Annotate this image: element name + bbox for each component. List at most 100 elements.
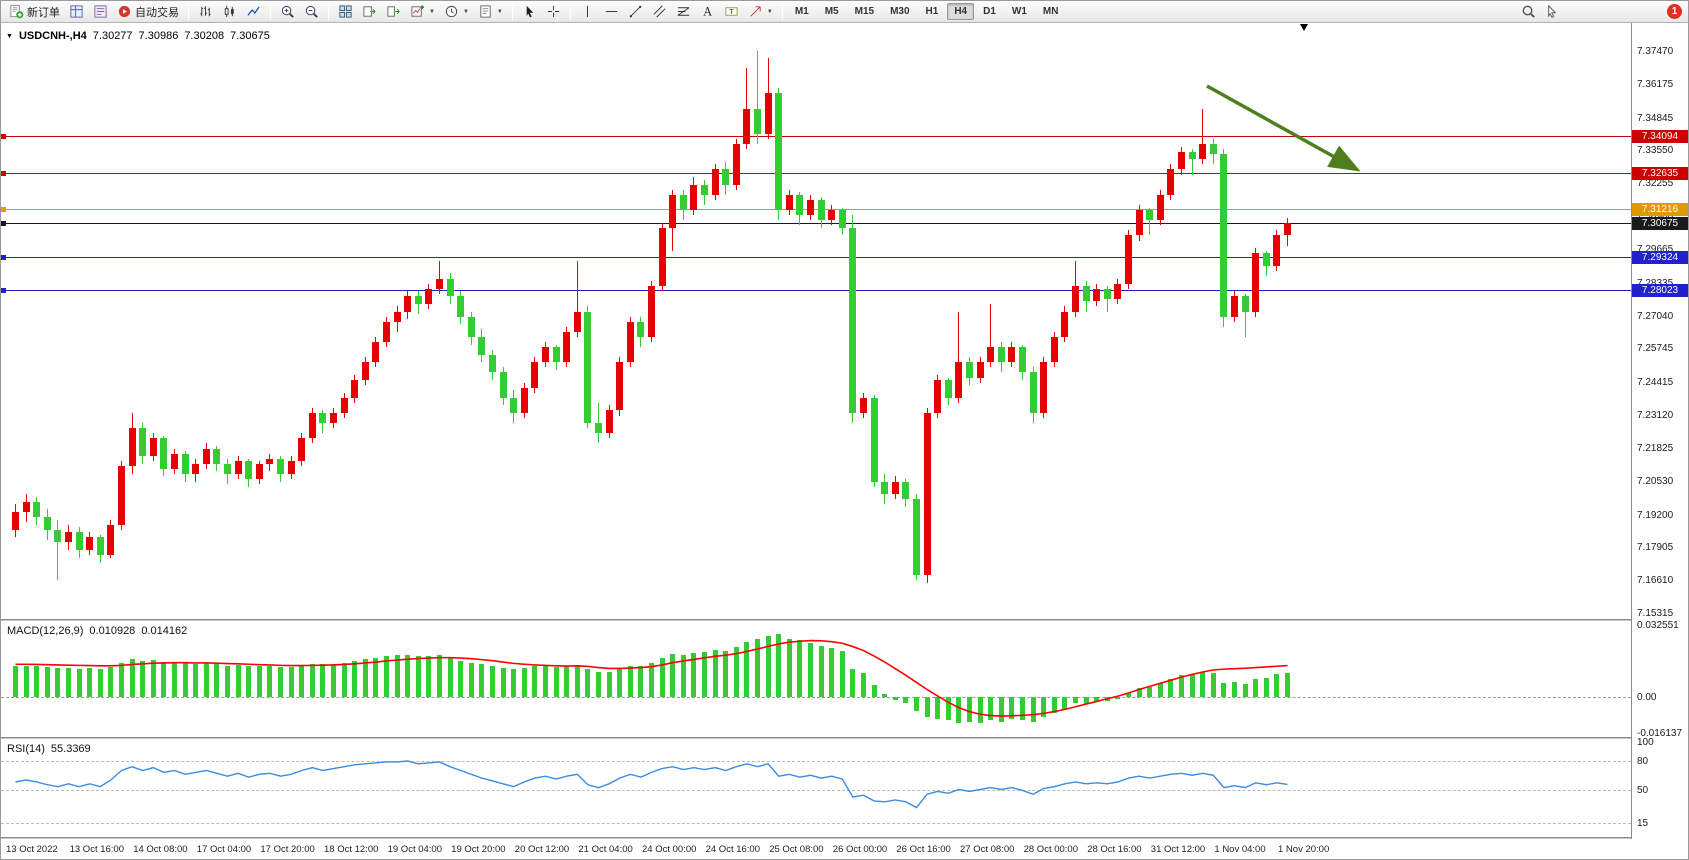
candle-body (1273, 235, 1281, 266)
rsi-value: 55.3369 (50, 743, 91, 755)
macd-bar (309, 663, 315, 697)
horizontal-line-button[interactable] (600, 2, 623, 22)
data-window-button[interactable] (89, 2, 112, 22)
new-order-button[interactable]: 新订单 (5, 2, 64, 22)
macd-bar (574, 664, 580, 697)
line-chart-button[interactable] (242, 2, 265, 22)
channel-button[interactable] (648, 2, 671, 22)
time-axis[interactable]: 13 Oct 2022 13 Oct 16:00 14 Oct 08:00 17 Oc… (1, 839, 1688, 859)
chart-shift-button[interactable] (382, 2, 405, 22)
text-button[interactable]: A (696, 2, 719, 22)
panel-separator[interactable] (1, 837, 1688, 839)
macd-bar (649, 662, 654, 697)
macd-bar (193, 663, 199, 697)
market-watch-button[interactable] (65, 2, 88, 22)
macd-bar (606, 671, 612, 697)
macd-bar (829, 647, 835, 697)
price-level-line[interactable] (1, 257, 1631, 259)
panel-separator[interactable] (1, 619, 1688, 621)
timeframe-D1[interactable]: D1 (983, 6, 996, 17)
vertical-line-button[interactable] (576, 2, 599, 22)
cursor-button[interactable] (518, 2, 541, 22)
templates-button[interactable]: ▼ (474, 2, 507, 22)
price-tick-label: 7.15315 (1637, 608, 1674, 620)
macd-bar (553, 666, 559, 697)
auto-scroll-icon (363, 6, 376, 17)
candle-body (584, 311, 592, 424)
timeframe-M15[interactable]: M15 (854, 6, 875, 17)
price-tick-label: 7.27040 (1637, 310, 1674, 322)
candle-body (404, 296, 412, 312)
candle-wick (598, 402, 599, 444)
trendline-button[interactable] (624, 2, 647, 22)
trend-arrow-annotation[interactable] (1, 23, 1631, 619)
macd-panel[interactable]: MACD(12,26,9) 0.010928 0.014162 (1, 621, 1631, 737)
arrows-button[interactable]: ▼ (744, 2, 777, 22)
timeframe-H4[interactable]: H4 (947, 3, 975, 20)
notification-badge[interactable]: 1 (1667, 4, 1682, 19)
timeframe-M30[interactable]: M30 (890, 6, 910, 17)
zoom-in-button[interactable] (276, 2, 299, 22)
macd-bar (182, 663, 188, 697)
crosshair-button[interactable] (542, 2, 565, 22)
search-icon[interactable] (1521, 4, 1536, 19)
candle-body (828, 210, 836, 221)
pointer-icon[interactable] (1544, 4, 1559, 19)
timeframe-M1[interactable]: M1 (794, 6, 809, 17)
symbol-dropdown-icon[interactable]: ▼ (6, 32, 13, 40)
chart-shift-marker[interactable] (1300, 24, 1308, 31)
panel-separator[interactable] (1, 737, 1688, 739)
macd-bar (564, 666, 570, 697)
price-level-line[interactable] (1, 222, 1631, 224)
auto-trading-button[interactable]: 自动交易 (113, 2, 183, 22)
chevron-down-icon: ▼ (496, 8, 503, 15)
time-label: 24 Oct 00:00 (642, 844, 697, 855)
tile-windows-button[interactable] (334, 2, 357, 22)
rsi-level-line (1, 761, 1631, 762)
macd-bar (786, 639, 792, 697)
price-level-line[interactable] (1, 209, 1631, 211)
candle-body (383, 321, 390, 342)
zoom-in-icon (281, 5, 294, 18)
zoom-out-button[interactable] (300, 2, 323, 22)
price-axis[interactable]: 7.37470 7.36175 7.34845 7.33550 7.32255 7.309… (1632, 23, 1688, 839)
candle-body (1188, 151, 1196, 160)
candle-body (330, 413, 337, 424)
rsi-panel[interactable]: RSI(14) 55.3369 (1, 739, 1631, 837)
new-chart-button[interactable]: ▼ (406, 2, 439, 22)
macd-bar (521, 668, 527, 697)
candle-wick (958, 311, 960, 403)
macd-name: MACD(12,26,9) (7, 625, 84, 637)
timeframe-M5[interactable]: M5 (824, 6, 839, 17)
price-axis-separator (1631, 23, 1632, 839)
timeframe-H1[interactable]: H1 (925, 6, 939, 17)
macd-bar (914, 697, 919, 712)
macd-bar (1041, 697, 1047, 718)
macd-bar (998, 697, 1004, 722)
timeframe-W1[interactable]: W1 (1011, 6, 1027, 17)
candle-body (987, 347, 995, 363)
svg-text:A: A (703, 5, 712, 19)
price-chart-panel[interactable]: ▼ USDCNH-,H4 7.30277 7.30986 7.30208 7.3… (1, 23, 1631, 619)
trend-arrow-line (1206, 84, 1361, 172)
price-level-line[interactable] (1, 173, 1631, 175)
new-order-label: 新订单 (27, 6, 60, 19)
text-label-button[interactable]: T (720, 2, 743, 22)
periods-button[interactable]: ▼ (440, 2, 473, 22)
candlestick-chart-button[interactable] (218, 2, 241, 22)
candle-body (1072, 286, 1079, 312)
chevron-down-icon: ▼ (462, 8, 469, 15)
auto-scroll-button[interactable] (358, 2, 381, 22)
macd-bar (1147, 687, 1153, 697)
candle-body (96, 537, 104, 556)
price-level-line[interactable] (1, 290, 1631, 292)
candle-body (1199, 144, 1207, 160)
timeframe-MN[interactable]: MN (1042, 6, 1059, 17)
line-chart-icon (247, 6, 260, 16)
fibonacci-button[interactable] (672, 2, 695, 22)
macd-bar (1083, 697, 1089, 704)
bar-chart-button[interactable] (194, 2, 217, 22)
macd-bar (1020, 697, 1025, 720)
candle-wick (1149, 207, 1151, 236)
price-level-line[interactable] (1, 136, 1631, 138)
